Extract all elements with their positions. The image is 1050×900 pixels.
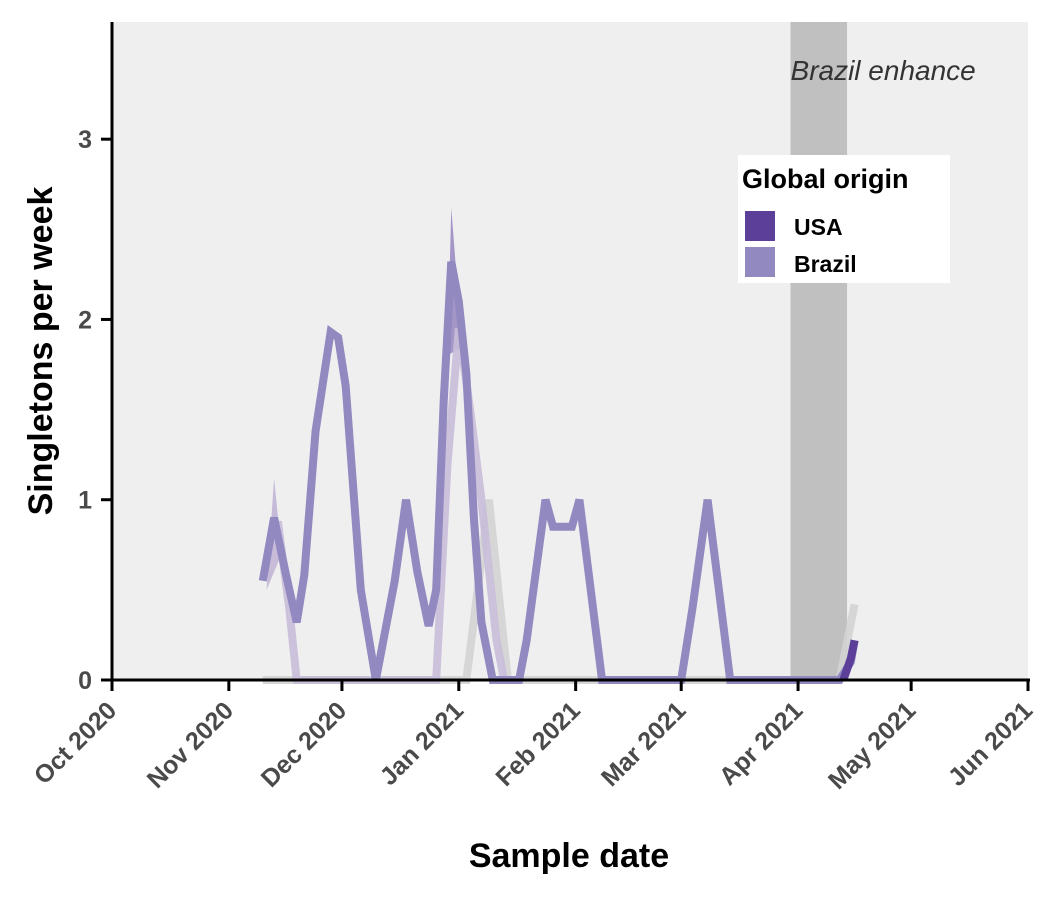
x-tick-label: Feb 2021 [490,696,586,792]
legend-label-usa: USA [794,214,843,240]
x-tick-label: Mar 2021 [596,696,692,792]
y-tick-label: 3 [78,126,92,154]
x-tick-label: Nov 2020 [142,696,239,793]
legend-key-brazil [743,245,777,279]
x-tick-label: Oct 2020 [29,696,123,790]
x-axis-title: Sample date [469,837,669,875]
x-tick-label: May 2021 [823,696,921,794]
y-axis-title: Singletons per week [22,187,60,516]
legend: Global origin USA Brazil [738,155,950,283]
y-tick-label: 1 [78,487,92,515]
y-tick-label: 0 [78,667,92,695]
legend-title: Global origin [742,164,909,194]
x-tick-label: Dec 2020 [256,696,352,792]
series-line-usa [839,639,859,682]
x-tick-label: Apr 2021 [714,696,809,791]
x-tick-label: Jun 2021 [943,696,1039,792]
legend-label-brazil: Brazil [794,251,857,277]
y-tick-label: 2 [78,306,92,334]
x-tick-label: Jan 2021 [375,696,470,791]
plot-background [112,22,1028,680]
shaded-region-label: Brazil enhance [791,55,976,86]
shaded-region [790,22,848,680]
legend-key-usa [743,209,777,243]
